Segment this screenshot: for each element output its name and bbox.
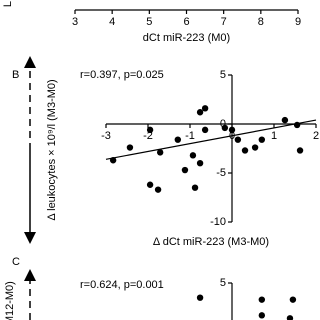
x-tick-label: 9 <box>295 16 301 28</box>
x-tick-label: 7 <box>221 16 227 28</box>
x-tick-label: 6 <box>183 16 189 28</box>
point <box>293 121 301 129</box>
point <box>241 147 249 154</box>
point <box>109 157 117 164</box>
x-axis-label: Δ dCt miR-223 (M3-M0) <box>153 236 269 248</box>
x-tick-label: -1 <box>185 130 195 142</box>
x-tick-label: -2 <box>143 130 153 142</box>
point <box>258 296 266 303</box>
point <box>189 152 197 159</box>
point <box>228 126 236 134</box>
x-tick-label: -3 <box>101 130 111 142</box>
point <box>281 116 289 124</box>
point <box>156 149 164 156</box>
point <box>196 160 204 167</box>
point <box>146 126 154 134</box>
point <box>251 144 259 151</box>
y-tick-label: 0 <box>220 118 226 130</box>
point <box>181 166 189 174</box>
trendline <box>105 119 317 160</box>
point <box>154 186 162 193</box>
point <box>286 315 294 320</box>
annotation: r=0.624, p=0.001 <box>80 279 164 291</box>
x-tick-label: 4 <box>109 16 115 28</box>
point <box>126 144 134 151</box>
y-tick-label: 5 <box>220 277 226 289</box>
y-tick-label: 5 <box>220 69 226 81</box>
point <box>201 105 209 112</box>
panel-label: B <box>12 69 19 81</box>
x-tick-label: 5 <box>146 16 152 28</box>
x-tick-label: 2 <box>313 130 319 142</box>
point <box>191 184 199 191</box>
y-tick-label: -5 <box>216 167 226 179</box>
point <box>146 181 154 188</box>
x-axis-label: dCt miR-223 (M0) <box>143 32 230 44</box>
annotation: r=0.397, p=0.025 <box>80 69 164 81</box>
point <box>258 312 266 319</box>
point <box>289 296 297 303</box>
point <box>174 136 182 143</box>
x-tick-label: 3 <box>72 16 78 28</box>
point <box>196 294 204 301</box>
point <box>258 136 266 143</box>
y-axis-label: Δ leukocytes × 10⁹/l (M3-M0) <box>46 79 58 220</box>
point <box>221 124 229 132</box>
point <box>296 147 304 154</box>
point <box>201 126 209 134</box>
point <box>234 136 242 143</box>
y-axis-label: L <box>2 1 14 7</box>
y-tick-label: -10 <box>210 216 226 228</box>
y-axis-label: (M12-M0) <box>4 281 16 320</box>
x-tick-label: 8 <box>258 16 264 28</box>
panel-label: C <box>12 256 20 268</box>
point <box>196 109 204 116</box>
x-tick-label: 1 <box>271 130 277 142</box>
